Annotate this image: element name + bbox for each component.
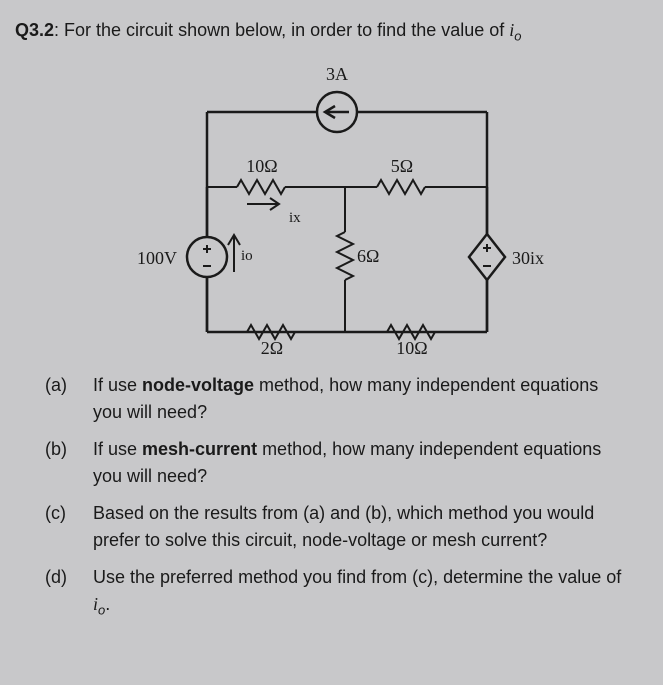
label-ix: ix bbox=[289, 210, 301, 226]
label-6ohm: 6Ω bbox=[357, 246, 379, 266]
label-io: io bbox=[241, 248, 253, 264]
circuit-diagram: 3A 10Ω 5Ω ix 100V io 6Ω 30ix 2Ω 10Ω bbox=[15, 52, 648, 362]
part-a: (a) If use node-voltage method, how many… bbox=[45, 372, 628, 426]
circuit-svg: 3A 10Ω 5Ω ix 100V io 6Ω 30ix 2Ω 10Ω bbox=[107, 52, 557, 362]
question-number: Q3.2 bbox=[15, 20, 54, 40]
label-2ohm: 2Ω bbox=[260, 338, 282, 358]
part-c: (c) Based on the results from (a) and (b… bbox=[45, 500, 628, 554]
part-a-label: (a) bbox=[45, 372, 93, 426]
part-b-label: (b) bbox=[45, 436, 93, 490]
label-10ohm-bottom: 10Ω bbox=[396, 338, 427, 358]
part-a-text: If use node-voltage method, how many ind… bbox=[93, 372, 628, 426]
part-d-label: (d) bbox=[45, 564, 93, 620]
part-d-text: Use the preferred method you find from (… bbox=[93, 564, 628, 620]
label-5ohm: 5Ω bbox=[390, 156, 412, 176]
part-b-text: If use mesh-current method, how many ind… bbox=[93, 436, 628, 490]
label-100v: 100V bbox=[137, 248, 177, 268]
prompt-text: : For the circuit shown below, in order … bbox=[54, 20, 509, 40]
label-30ix: 30ix bbox=[512, 248, 544, 268]
part-d: (d) Use the preferred method you find fr… bbox=[45, 564, 628, 620]
question-list: (a) If use node-voltage method, how many… bbox=[15, 372, 648, 620]
part-c-label: (c) bbox=[45, 500, 93, 554]
part-c-text: Based on the results from (a) and (b), w… bbox=[93, 500, 628, 554]
question-header: Q3.2: For the circuit shown below, in or… bbox=[15, 20, 648, 44]
label-3a: 3A bbox=[326, 64, 348, 84]
part-b: (b) If use mesh-current method, how many… bbox=[45, 436, 628, 490]
subscript-o: o bbox=[514, 29, 521, 44]
label-10ohm: 10Ω bbox=[246, 156, 277, 176]
